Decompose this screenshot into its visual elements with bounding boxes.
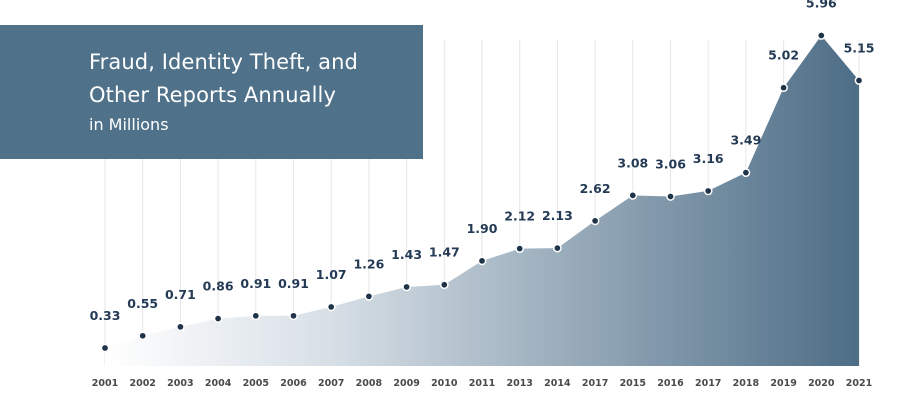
data-points xyxy=(100,31,864,353)
data-label-2013: 2.12 xyxy=(504,209,535,224)
data-point-2016 xyxy=(666,192,675,201)
x-tick-2015: 2015 xyxy=(620,378,646,389)
chart-subtitle: in Millions xyxy=(89,115,169,134)
data-label-2017: 3.16 xyxy=(693,151,724,166)
x-tick-2008: 2008 xyxy=(356,378,383,389)
x-tick-2020: 2020 xyxy=(808,378,835,389)
data-point-2006 xyxy=(289,311,298,321)
x-tick-2005: 2005 xyxy=(243,378,269,389)
x-tick-2011: 2011 xyxy=(469,378,495,389)
x-tick-2019: 2019 xyxy=(770,378,796,389)
data-label-2010: 1.47 xyxy=(429,245,460,260)
data-label-2003: 0.71 xyxy=(165,287,196,302)
x-tick-2006: 2006 xyxy=(280,378,307,389)
data-point-2002 xyxy=(138,331,148,341)
data-point-2005 xyxy=(251,311,261,321)
data-label-2002: 0.55 xyxy=(127,296,158,311)
chart-title-line-1: Fraud, Identity Theft, and xyxy=(89,50,358,74)
x-tick-2007: 2007 xyxy=(318,378,344,389)
data-label-2016: 3.06 xyxy=(655,156,686,171)
data-label-2007: 1.07 xyxy=(316,267,347,282)
x-tick-2004: 2004 xyxy=(205,378,232,389)
x-axis-ticks: 2001 2002 2003 2004 2005 2006 2007 2008 2009 2010… xyxy=(92,378,872,389)
x-tick-2016: 2016 xyxy=(657,378,684,389)
data-label-2020: 5.96 xyxy=(806,0,837,11)
data-point-2021 xyxy=(854,76,864,85)
data-label-2017: 2.62 xyxy=(580,181,611,196)
data-label-2004: 0.86 xyxy=(203,279,234,294)
data-label-2011: 1.90 xyxy=(467,221,498,236)
area-fill xyxy=(105,35,859,366)
x-tick-2003: 2003 xyxy=(167,378,193,389)
data-label-2019: 5.02 xyxy=(768,48,799,63)
x-tick-2014: 2014 xyxy=(544,378,571,389)
data-label-2001: 0.33 xyxy=(90,308,121,323)
data-label-2014: 2.13 xyxy=(542,208,573,223)
data-labels: 0.33 0.55 0.71 0.86 0.91 0.91 1.07 1.26 1.43 1.47… xyxy=(90,0,875,323)
data-point-2017 xyxy=(703,186,713,196)
data-label-2008: 1.26 xyxy=(353,256,384,271)
data-point-2013 xyxy=(515,244,525,254)
data-point-2011 xyxy=(477,256,487,266)
x-tick-2013: 2013 xyxy=(506,378,532,389)
data-point-2007 xyxy=(326,302,336,312)
chart-title-line-2: Other Reports Annually xyxy=(89,83,336,107)
x-tick-2021: 2021 xyxy=(846,378,872,389)
data-point-2003 xyxy=(176,322,185,332)
x-tick-2017: 2017 xyxy=(582,378,608,389)
data-point-2001 xyxy=(100,343,110,353)
data-label-2009: 1.43 xyxy=(391,247,422,262)
data-point-2009 xyxy=(402,282,411,292)
data-point-2008 xyxy=(364,292,374,301)
data-point-2019 xyxy=(779,83,788,93)
data-label-2018: 3.49 xyxy=(730,133,761,148)
data-label-2006: 0.91 xyxy=(278,276,309,291)
x-tick-2010: 2010 xyxy=(431,378,458,389)
data-point-2017 xyxy=(590,216,600,226)
x-tick-2002: 2002 xyxy=(129,378,155,389)
data-point-2004 xyxy=(213,314,223,323)
x-tick-2017: 2017 xyxy=(695,378,721,389)
data-label-2021: 5.15 xyxy=(844,40,875,55)
data-label-2005: 0.91 xyxy=(240,276,271,291)
data-point-2010 xyxy=(439,280,449,290)
x-tick-2009: 2009 xyxy=(393,378,419,389)
data-point-2020 xyxy=(816,31,826,40)
data-point-2014 xyxy=(553,243,562,253)
data-label-2015: 3.08 xyxy=(617,155,648,170)
data-point-2018 xyxy=(741,168,751,177)
title-box: Fraud, Identity Theft, and Other Reports… xyxy=(0,25,423,159)
data-point-2015 xyxy=(628,191,638,200)
x-tick-2018: 2018 xyxy=(733,378,760,389)
x-tick-2001: 2001 xyxy=(92,378,118,389)
